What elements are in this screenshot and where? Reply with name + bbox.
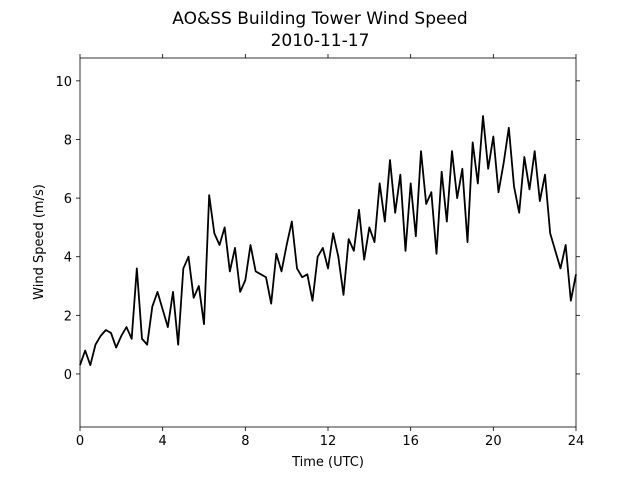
x-tick-label: 0 <box>76 434 84 449</box>
chart-subtitle: 2010-11-17 <box>271 31 370 51</box>
x-tick-label: 20 <box>485 434 502 449</box>
data-line <box>79 115 577 367</box>
x-tick-label: 8 <box>241 434 249 449</box>
y-tick-label: 4 <box>64 251 72 266</box>
x-tick-label: 12 <box>320 434 337 449</box>
x-tick-label: 24 <box>568 434 585 449</box>
y-axis-label: Wind Speed (m/s) <box>32 184 47 300</box>
y-tick-label: 2 <box>64 309 72 324</box>
plot-frame <box>79 57 577 428</box>
chart-title: AO&SS Building Tower Wind Speed <box>172 9 467 29</box>
y-tick-label: 8 <box>64 133 72 148</box>
y-tick-label: 10 <box>55 75 72 90</box>
y-tick-label: 0 <box>64 368 72 383</box>
x-tick-label: 16 <box>402 434 419 449</box>
y-tick-label: 6 <box>64 192 72 207</box>
x-axis-label: Time (UTC) <box>291 455 364 470</box>
x-tick-label: 4 <box>159 434 167 449</box>
